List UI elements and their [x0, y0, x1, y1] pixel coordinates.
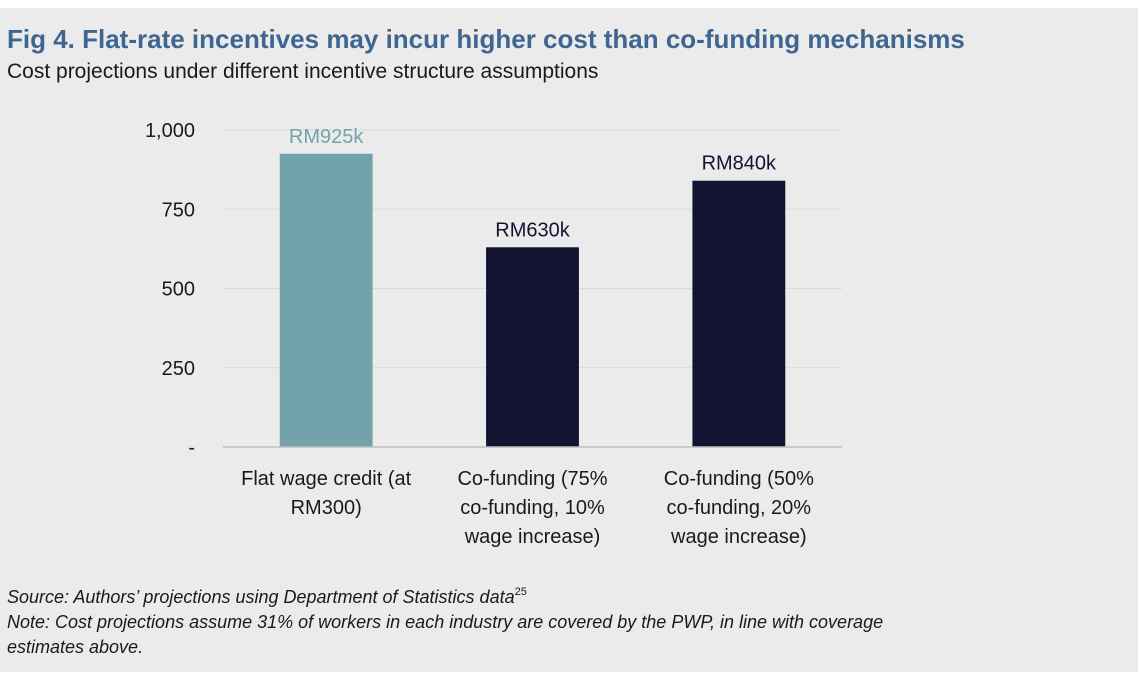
data-label: RM630k [495, 219, 570, 241]
y-tick-label: 750 [162, 199, 195, 221]
x-category-label-line: wage increase) [464, 526, 601, 548]
note-line-1: Note: Cost projections assume 31% of wor… [7, 612, 884, 632]
bar [486, 247, 579, 447]
x-category-label-line: Flat wage credit (at [241, 468, 412, 490]
x-category-label-line: RM300) [291, 497, 362, 519]
data-label: RM840k [702, 153, 777, 175]
chart-title: Fig 4. Flat-rate incentives may incur hi… [7, 24, 965, 54]
data-label: RM925k [289, 126, 364, 148]
y-tick-label: 1,000 [145, 120, 195, 142]
x-category-label-line: wage increase) [670, 526, 807, 548]
y-tick-label: 250 [162, 358, 195, 380]
x-category-label-line: co-funding, 10% [460, 497, 605, 519]
bars [279, 153, 786, 447]
chart-subtitle: Cost projections under different incenti… [7, 60, 599, 83]
data-labels: RM925k RM630k RM840k [289, 126, 777, 242]
x-category-label: Flat wage credit (at RM300) [241, 468, 412, 519]
y-tick-label: - [188, 437, 195, 459]
source-footnote-marker: 25 [514, 586, 527, 598]
x-category-label: Co-funding (50% co-funding, 20% wage incre… [664, 468, 814, 548]
y-tick-label: 500 [162, 279, 195, 301]
source-text: Source: Authors’ projections using Depar… [7, 587, 515, 607]
x-category-label-line: Co-funding (50% [664, 468, 814, 490]
x-category-label-line: Co-funding (75% [457, 468, 607, 490]
bar [692, 180, 786, 447]
x-axis-category-labels: Flat wage credit (at RM300) Co-funding (75… [241, 468, 814, 548]
note-line-2: estimates above. [7, 637, 144, 657]
bar [279, 153, 373, 447]
source-footnote: Source: Authors’ projections using Depar… [7, 586, 527, 608]
x-category-label-line: co-funding, 20% [667, 497, 812, 519]
x-category-label: Co-funding (75% co-funding, 10% wage incre… [457, 468, 607, 548]
y-axis-tick-labels: - 250 500 750 1,000 [145, 120, 195, 459]
